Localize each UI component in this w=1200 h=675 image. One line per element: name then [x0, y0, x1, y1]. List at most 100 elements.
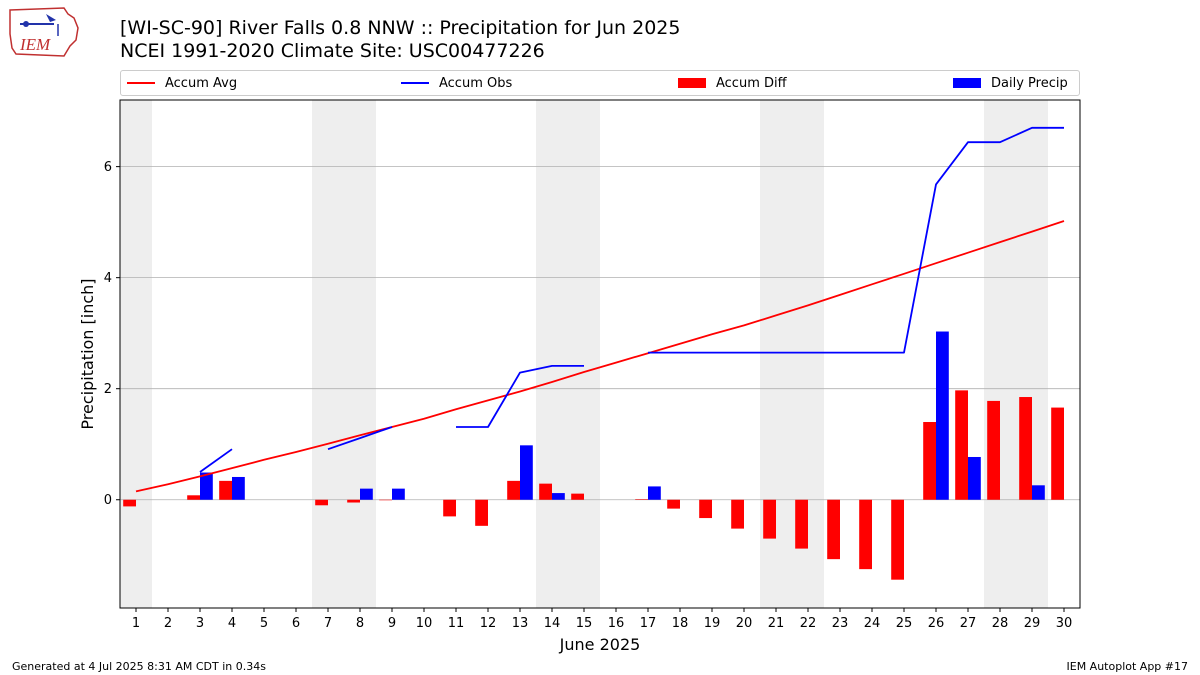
x-tick-label-22: 22 — [800, 616, 817, 631]
bar-daily-precip-day-27 — [968, 456, 981, 500]
x-tick-label-20: 20 — [736, 616, 753, 631]
weekend-shade-day-1 — [120, 100, 152, 608]
bar-accum-diff-day-19 — [699, 499, 712, 519]
chart-title: [WI-SC-90] River Falls 0.8 NNW :: Precip… — [120, 17, 681, 39]
x-tick-label-6: 6 — [292, 616, 300, 631]
iem-logo: IEM — [9, 7, 79, 57]
x-tick-label-18: 18 — [672, 616, 689, 631]
bar-daily-precip-day-29 — [1032, 485, 1045, 500]
x-axis-label: June 2025 — [559, 635, 641, 654]
y-tick-label-2: 2 — [104, 382, 112, 397]
x-tick-label-17: 17 — [640, 616, 657, 631]
legend-swatch-accum-diff — [678, 78, 706, 88]
legend-swatch-accum-obs — [401, 82, 429, 84]
x-tick-label-9: 9 — [388, 616, 396, 631]
bar-accum-diff-day-30 — [1051, 407, 1064, 500]
legend-item-accum-avg: Accum Avg — [127, 71, 237, 95]
line-accum-obs-segment-1 — [327, 426, 393, 451]
bar-accum-diff-day-9 — [379, 499, 392, 501]
x-tick-label-24: 24 — [864, 616, 881, 631]
x-tick-label-15: 15 — [576, 616, 593, 631]
weekend-shade-day-8 — [344, 100, 376, 608]
x-tick-label-12: 12 — [480, 616, 497, 631]
logo-text: IEM — [19, 35, 51, 54]
y-axis-label: Precipitation [inch] — [78, 278, 97, 429]
bar-accum-diff-day-18 — [667, 499, 680, 509]
x-tick-label-5: 5 — [260, 616, 268, 631]
x-tick-label-14: 14 — [544, 616, 561, 631]
x-tick-label-8: 8 — [356, 616, 364, 631]
legend-label-daily-precip: Daily Precip — [991, 75, 1068, 91]
legend-item-daily-precip: Daily Precip — [953, 71, 1068, 95]
y-tick-label-0: 0 — [104, 493, 112, 508]
x-tick-label-1: 1 — [132, 616, 140, 631]
weekend-shade-day-22 — [792, 100, 824, 608]
bar-accum-diff-day-27 — [955, 390, 968, 500]
iowa-outline-icon — [9, 7, 79, 57]
bar-daily-precip-day-3 — [200, 472, 213, 500]
x-tick-label-16: 16 — [608, 616, 625, 631]
x-tick-label-29: 29 — [1024, 616, 1041, 631]
legend-item-accum-diff: Accum Diff — [678, 71, 787, 95]
bar-accum-diff-day-15 — [571, 493, 584, 500]
bar-daily-precip-day-4 — [232, 476, 245, 500]
chart-subtitle: NCEI 1991-2020 Climate Site: USC00477226 — [120, 40, 545, 62]
y-tick-label-6: 6 — [104, 160, 112, 175]
bar-accum-diff-day-28 — [987, 400, 1000, 500]
legend-swatch-daily-precip — [953, 78, 981, 88]
bar-accum-diff-day-26 — [923, 422, 936, 500]
bar-accum-diff-day-14 — [539, 483, 552, 500]
bar-accum-diff-day-25 — [891, 499, 904, 580]
bar-accum-diff-day-20 — [731, 499, 744, 529]
line-accum-avg-segment-0 — [135, 220, 1065, 493]
x-tick-label-2: 2 — [164, 616, 172, 631]
legend-item-accum-obs: Accum Obs — [401, 71, 512, 95]
x-tick-label-26: 26 — [928, 616, 945, 631]
x-tick-label-27: 27 — [960, 616, 977, 631]
legend-label-accum-diff: Accum Diff — [716, 75, 787, 91]
x-tick-label-7: 7 — [324, 616, 332, 631]
x-tick-label-19: 19 — [704, 616, 721, 631]
x-tick-label-28: 28 — [992, 616, 1009, 631]
bar-daily-precip-day-14 — [552, 493, 565, 500]
bar-accum-diff-day-8 — [347, 499, 360, 503]
weekend-shade-day-21 — [760, 100, 792, 608]
legend-swatch-accum-avg — [127, 82, 155, 84]
weekend-shade-day-7 — [312, 100, 344, 608]
bar-accum-diff-day-24 — [859, 499, 872, 570]
y-tick-label-4: 4 — [104, 271, 112, 286]
x-tick-label-30: 30 — [1056, 616, 1073, 631]
x-tick-label-11: 11 — [448, 616, 465, 631]
legend-label-accum-avg: Accum Avg — [165, 75, 238, 91]
x-tick-label-21: 21 — [768, 616, 785, 631]
weekend-shade-day-14 — [536, 100, 568, 608]
bar-daily-precip-day-13 — [520, 445, 533, 500]
line-accum-obs-segment-0 — [199, 448, 233, 473]
bar-accum-diff-day-17 — [635, 499, 648, 500]
bar-daily-precip-day-17 — [648, 486, 661, 500]
legend-label-accum-obs: Accum Obs — [439, 75, 513, 91]
x-tick-label-10: 10 — [416, 616, 433, 631]
footer-generated: Generated at 4 Jul 2025 8:31 AM CDT in 0… — [12, 660, 266, 673]
bar-accum-diff-day-11 — [443, 499, 456, 517]
x-tick-label-3: 3 — [196, 616, 204, 631]
bar-accum-diff-day-22 — [795, 499, 808, 549]
bar-accum-diff-day-23 — [827, 499, 840, 560]
legend: Accum Avg Accum Obs Accum Diff Daily Pre… — [120, 70, 1080, 96]
bar-accum-diff-day-21 — [763, 499, 776, 539]
bar-accum-diff-day-7 — [315, 499, 328, 506]
bar-accum-diff-day-4 — [219, 480, 232, 500]
weekend-shade-day-28 — [984, 100, 1016, 608]
bar-accum-diff-day-3 — [187, 495, 200, 500]
line-accum-obs-segment-3 — [648, 126, 1064, 354]
x-tick-label-13: 13 — [512, 616, 529, 631]
bar-accum-diff-day-29 — [1019, 397, 1032, 500]
bar-accum-diff-day-1 — [123, 499, 136, 507]
bar-daily-precip-day-8 — [360, 488, 373, 500]
bar-daily-precip-day-26 — [936, 331, 949, 500]
plot-frame — [119, 99, 1081, 609]
line-accum-obs-segment-2 — [456, 364, 584, 428]
weekend-shade-day-29 — [1016, 100, 1048, 608]
weekend-shade-day-15 — [568, 100, 600, 608]
